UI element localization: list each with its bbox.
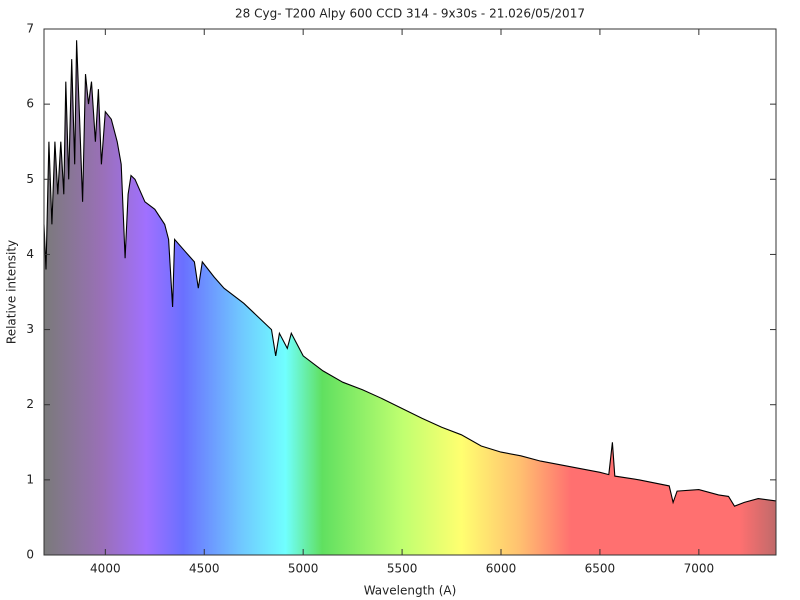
spectrum-line bbox=[43, 40, 777, 507]
chart-title: 28 Cyg- T200 Alpy 600 CCD 314 - 9x30s - … bbox=[235, 7, 585, 21]
y-tick-label: 0 bbox=[26, 548, 34, 562]
y-tick-label: 5 bbox=[26, 172, 34, 186]
plot-frame bbox=[43, 28, 777, 556]
y-tick-label: 7 bbox=[26, 22, 34, 36]
y-tick-label: 4 bbox=[26, 247, 34, 261]
y-axis-label: Relative intensity bbox=[5, 240, 19, 344]
x-tick-label: 6500 bbox=[585, 562, 616, 576]
y-tick-label: 1 bbox=[26, 472, 34, 486]
x-tick-label: 4000 bbox=[90, 562, 121, 576]
x-tick-label: 7000 bbox=[684, 562, 715, 576]
spectrum-area bbox=[44, 40, 776, 556]
y-tick-label: 6 bbox=[26, 97, 34, 111]
x-tick-label: 4500 bbox=[189, 562, 220, 576]
y-tick-label: 2 bbox=[26, 397, 34, 411]
x-axis-label: Wavelength (A) bbox=[364, 584, 457, 598]
y-tick-label: 3 bbox=[26, 322, 34, 336]
x-tick-label: 6000 bbox=[486, 562, 517, 576]
x-tick-label: 5000 bbox=[288, 562, 319, 576]
plot-area bbox=[43, 40, 777, 556]
x-tick-label: 5500 bbox=[387, 562, 418, 576]
